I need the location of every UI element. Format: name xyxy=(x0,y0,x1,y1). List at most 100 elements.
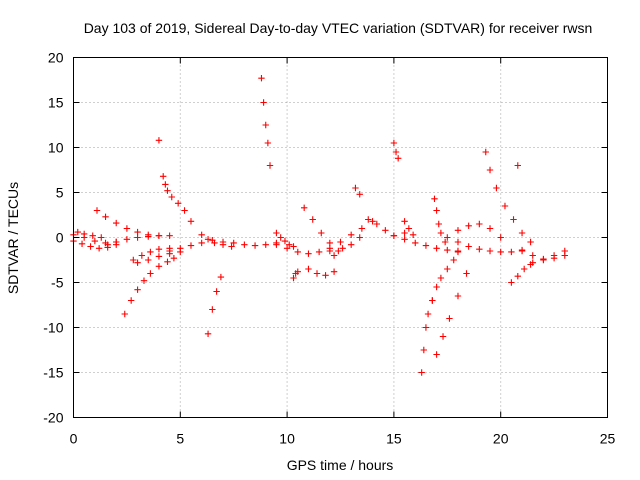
data-point xyxy=(281,237,289,245)
data-point xyxy=(80,230,88,238)
data-point xyxy=(444,234,451,241)
data-point xyxy=(326,247,334,255)
data-point xyxy=(155,232,163,239)
data-point xyxy=(441,238,449,246)
chart-title: Day 103 of 2019, Sidereal Day-to-day VTE… xyxy=(84,20,593,36)
data-point xyxy=(187,218,195,225)
series-arc-33 xyxy=(454,238,526,256)
y-tick-label: 20 xyxy=(48,50,64,66)
x-tick-label: 15 xyxy=(386,431,402,447)
data-point xyxy=(497,248,504,256)
y-tick-labels: 20 15 10 5 0 -5 -10 -15 -20 xyxy=(43,50,63,426)
x-tick-label: 5 xyxy=(176,431,184,447)
data-point xyxy=(429,297,436,304)
data-point xyxy=(422,324,430,331)
data-point xyxy=(444,246,451,254)
data-point xyxy=(264,139,272,147)
data-point xyxy=(433,207,440,214)
series-arc-27 xyxy=(401,218,417,238)
data-point xyxy=(219,238,227,246)
data-point xyxy=(550,252,558,259)
data-point xyxy=(439,333,447,340)
data-point xyxy=(290,274,297,282)
data-point xyxy=(155,263,163,270)
data-point xyxy=(134,259,141,266)
data-point xyxy=(204,330,212,337)
data-point xyxy=(104,241,111,248)
data-point xyxy=(337,238,344,246)
plot-frame xyxy=(73,57,608,418)
data-point xyxy=(198,231,205,238)
data-point xyxy=(127,297,135,304)
data-point xyxy=(424,310,432,318)
data-point xyxy=(78,240,86,247)
data-point xyxy=(322,272,329,279)
data-point xyxy=(501,202,509,210)
x-tick-label: 20 xyxy=(493,431,509,447)
series-arc-29 xyxy=(429,247,462,304)
y-tick-label: 15 xyxy=(48,95,64,111)
data-point xyxy=(444,265,451,273)
data-point xyxy=(431,195,438,202)
data-point xyxy=(335,247,342,255)
data-point xyxy=(177,245,184,252)
data-point xyxy=(412,239,419,247)
series-arc-17 xyxy=(273,241,334,257)
data-point xyxy=(356,191,363,198)
data-point xyxy=(277,234,284,241)
data-point xyxy=(486,166,494,174)
data-point xyxy=(315,248,323,256)
series-arc-05 xyxy=(104,232,173,248)
data-point xyxy=(211,239,218,247)
data-point xyxy=(162,181,169,188)
data-point xyxy=(454,247,462,255)
y-tick-label: -20 xyxy=(43,410,63,426)
data-point xyxy=(405,225,413,232)
data-point xyxy=(433,245,440,252)
data-point xyxy=(486,225,494,232)
data-point xyxy=(508,248,515,256)
series-arc-25 xyxy=(390,139,402,162)
data-point xyxy=(529,259,536,266)
data-point xyxy=(91,237,99,245)
data-point xyxy=(454,238,462,246)
data-point xyxy=(486,247,494,255)
series-arc-08 xyxy=(155,137,163,144)
data-point xyxy=(482,148,489,156)
data-point xyxy=(401,236,408,243)
grid-lines xyxy=(73,57,608,418)
data-point xyxy=(418,369,425,376)
data-point xyxy=(228,243,235,250)
data-point xyxy=(95,245,103,252)
data-point xyxy=(300,204,308,211)
data-point xyxy=(437,274,445,282)
data-point xyxy=(510,216,517,223)
data-point xyxy=(138,252,146,259)
data-point xyxy=(98,234,105,241)
data-point xyxy=(230,239,237,247)
data-point xyxy=(401,229,408,237)
data-point xyxy=(476,246,483,253)
y-tick-label: -15 xyxy=(43,365,63,381)
series-arc-04 xyxy=(93,207,163,239)
data-point xyxy=(147,248,154,256)
data-point xyxy=(508,279,515,286)
data-point xyxy=(352,184,359,192)
data-point xyxy=(518,247,526,255)
series-arc-10 xyxy=(134,248,184,266)
data-point xyxy=(130,256,137,264)
data-point xyxy=(170,255,178,262)
data-point xyxy=(313,270,321,277)
x-tick-label: 10 xyxy=(279,431,295,447)
data-point xyxy=(318,229,325,237)
data-point xyxy=(283,245,291,252)
data-point xyxy=(102,213,109,220)
series-arc-07 xyxy=(130,245,173,264)
data-point xyxy=(369,218,376,225)
data-point xyxy=(435,220,442,228)
series-arc-35 xyxy=(514,162,521,169)
data-point xyxy=(358,225,366,232)
data-point xyxy=(123,236,131,243)
series-arc-26 xyxy=(390,232,462,256)
data-point xyxy=(168,193,175,201)
